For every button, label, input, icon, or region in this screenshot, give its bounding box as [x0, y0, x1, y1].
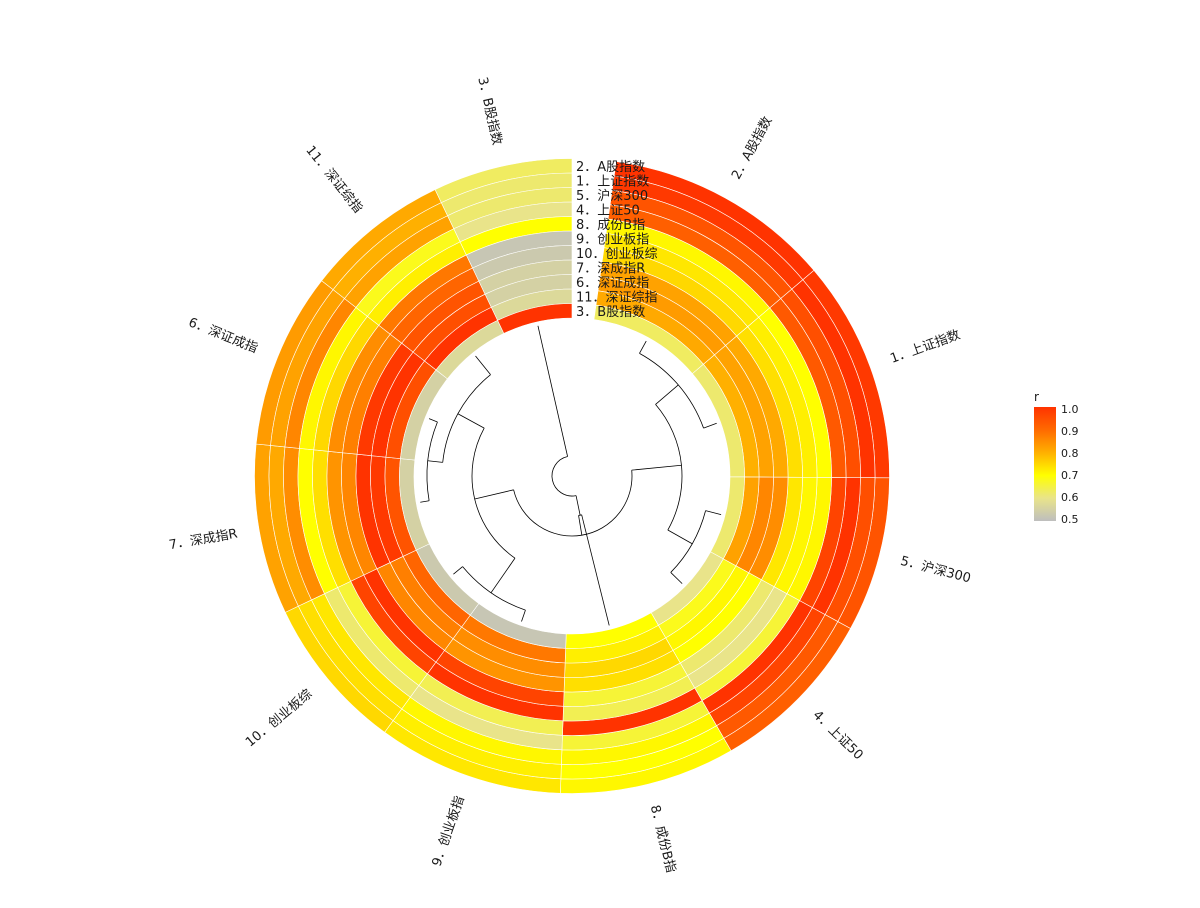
legend-tick-label: 0.7: [1061, 469, 1079, 482]
dendrogram: [420, 325, 722, 626]
dendrogram-arc: [551, 456, 577, 497]
dendrogram-arc: [471, 427, 516, 559]
legend-tick-label: 0.8: [1061, 447, 1079, 460]
legend-colorbar: [1034, 407, 1056, 521]
dendrogram-arc: [426, 421, 438, 501]
track-label: 6．深证成指: [576, 276, 649, 291]
sector-label: 2．A股指数: [729, 114, 775, 182]
sector-label: 8．成份B指: [647, 804, 678, 875]
track-label: 1．上证指数: [576, 174, 649, 189]
track-label: 10．创业板综: [576, 247, 658, 262]
legend-tick-label: 0.5: [1061, 513, 1079, 526]
dendrogram-branch: [453, 566, 463, 575]
track-label: 8．成份B指: [576, 218, 645, 233]
dendrogram-branch: [655, 384, 679, 405]
legend-title: r: [1034, 390, 1039, 404]
dendrogram-branch: [578, 515, 583, 536]
track-label: 2．A股指数: [576, 160, 645, 175]
dendrogram-branch: [474, 489, 514, 500]
dendrogram-branch: [537, 325, 568, 457]
legend-tick-label: 0.6: [1061, 491, 1079, 504]
track-label: 7．深成指R: [576, 261, 645, 276]
sector-label: 5．沪深300: [899, 553, 973, 587]
sector-label: 1．上证指数: [888, 328, 962, 367]
track-label: 3．B股指数: [576, 305, 645, 320]
sector-label: 9．创业板指: [430, 794, 468, 868]
dendrogram-branch: [575, 495, 581, 516]
color-legend: r 1.0 0.9 0.8 0.7 0.6 0.5: [1034, 390, 1079, 526]
sector-label: 3．B股指数: [474, 76, 504, 147]
track-label: 5．沪深300: [576, 188, 648, 204]
dendrogram-branch: [420, 500, 430, 503]
track-label: 9．创业板指: [576, 232, 649, 247]
sector-label: 7．深成指R: [168, 527, 239, 554]
heatmap-cell: [497, 303, 573, 334]
dendrogram-branch: [475, 355, 491, 375]
legend-tick-label: 1.0: [1061, 403, 1079, 416]
sector-label: 4．上证50: [810, 708, 866, 763]
heatmap-rings: [254, 158, 890, 794]
dendrogram-branch: [705, 510, 722, 515]
sector-label: 10．创业板综: [243, 687, 315, 751]
dendrogram-branch: [631, 464, 682, 471]
dendrogram-branch: [581, 514, 610, 626]
dendrogram-branch: [703, 422, 717, 429]
dendrogram-arc: [513, 470, 633, 537]
dendrogram-branch: [670, 572, 683, 584]
sector-label: 6．深证成指: [186, 315, 260, 356]
track-label: 4．上证50: [576, 203, 640, 218]
dendrogram-branch: [490, 557, 516, 593]
dendrogram-branch: [667, 529, 693, 545]
dendrogram-branch: [457, 413, 485, 429]
dendrogram-branch: [427, 460, 443, 463]
track-label: 11．深证综指: [576, 290, 658, 305]
dendrogram-arc: [670, 510, 706, 573]
sector-label: 11．深证综指: [302, 143, 365, 216]
legend-tick-label: 0.9: [1061, 425, 1079, 438]
dendrogram-branch: [639, 340, 647, 354]
dendrogram-branch: [428, 418, 438, 423]
dendrogram-branch: [521, 610, 526, 622]
track-labels: 2．A股指数1．上证指数5．沪深3004．上证508．成份B指9．创业板指10．…: [576, 160, 658, 320]
